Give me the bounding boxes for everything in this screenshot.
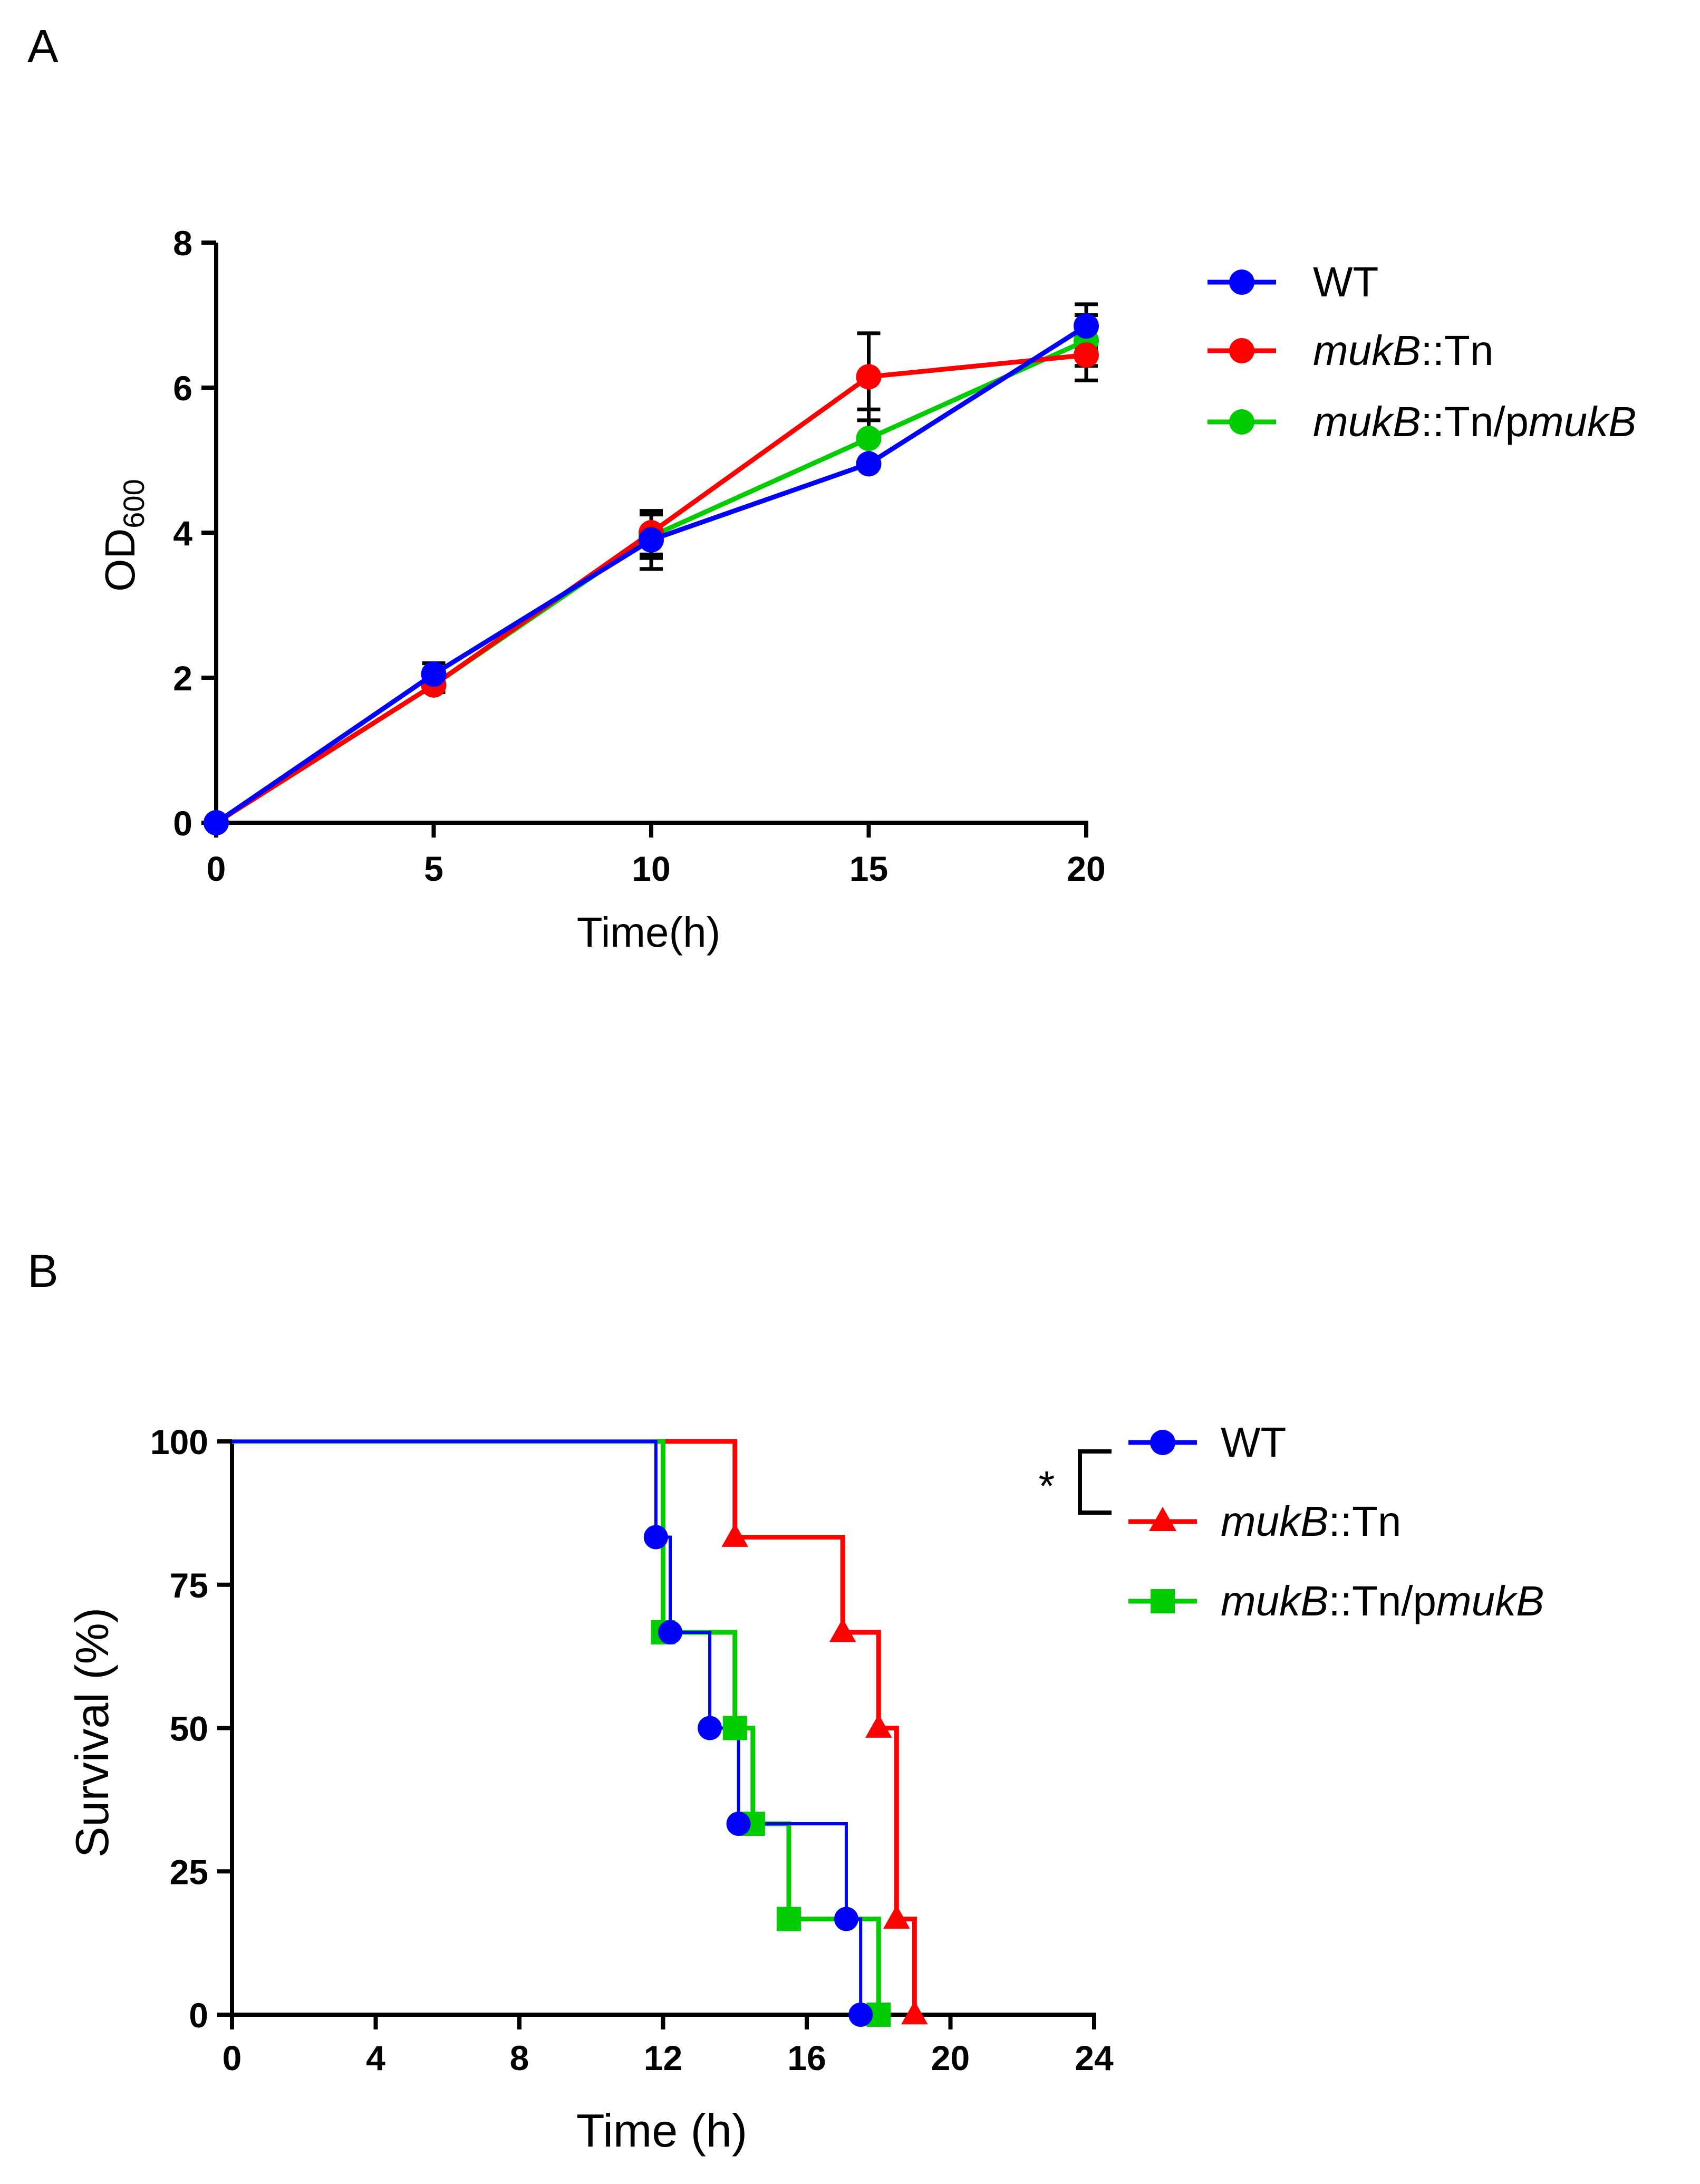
panel-b-x-tick-label: 20 [931, 2038, 970, 2077]
legend-marker-circle [1150, 1430, 1175, 1455]
panel-b-label: B [27, 1245, 59, 1297]
survival-curve-mukb-tn-pmukb [232, 1439, 881, 2015]
survival-curve-wt [232, 1440, 863, 2015]
event-marker-wt [658, 1620, 683, 1644]
panel-b-y-tick-labels: 0 25 50 75 100 [150, 1422, 208, 2035]
event-marker-wt [834, 1907, 858, 1931]
panel-b-legend: WT mukB::Tn mukB::Tn/pmukB * [1038, 1419, 1544, 1624]
panel-a-plot-area [204, 302, 1099, 835]
panel-b-x-tick-label: 24 [1075, 2038, 1114, 2077]
panel-a-y-tick-label: 0 [173, 804, 192, 843]
significance-bracket [1078, 1449, 1112, 1515]
data-point-mukb-tn-pmukb [856, 426, 882, 451]
panel-a-x-tick-labels: 0 5 10 15 20 [207, 849, 1106, 888]
legend-label-mukb-tn: mukB::Tn [1313, 327, 1493, 374]
panel-b-y-tick-label: 100 [150, 1422, 208, 1461]
panel-a-y-tick-label: 2 [173, 659, 192, 698]
panel-b-y-tick-label: 25 [170, 1852, 208, 1891]
panel-a-x-axis-title: Time(h) [577, 909, 721, 956]
panel-a-x-tick-label: 15 [849, 849, 888, 888]
panel-a-y-tick-label: 6 [173, 369, 192, 408]
panel-b-x-tick-label: 0 [223, 2038, 242, 2077]
panel-b-x-axis-title: Time (h) [576, 2104, 747, 2157]
legend-marker-triangle [1149, 1507, 1176, 1531]
legend-label-mukb-tn-pmukb: mukB::Tn/pmukB [1313, 398, 1637, 445]
panel-b-y-tick-label: 0 [189, 1996, 208, 2035]
legend-marker-circle [1229, 270, 1254, 295]
legend-marker-square [1151, 1589, 1175, 1613]
panel-b-y-tick-label: 50 [170, 1709, 208, 1748]
panel-b: B 0 4 8 12 16 20 24 0 25 50 75 100 Time … [27, 1245, 1544, 2157]
panel-a-x-tick-label: 5 [424, 849, 443, 888]
panel-b-x-tick-labels: 0 4 8 12 16 20 24 [223, 2038, 1114, 2077]
panel-a-y-tick-label: 4 [173, 514, 192, 553]
survival-curve-mukb-tn [232, 1439, 917, 2015]
panel-b-y-tick-label: 75 [170, 1566, 208, 1605]
significance-asterisk: * [1038, 1463, 1055, 1509]
data-point-wt [856, 451, 882, 477]
legend-entry-wt: WT [1128, 1419, 1286, 1466]
series-line-mukb-tn-pmukb [215, 338, 1087, 825]
panel-a-x-tick-label: 10 [632, 849, 670, 888]
event-marker-wt [726, 1812, 751, 1836]
panel-a-label: A [27, 20, 59, 72]
panel-a-x-tick-label: 0 [207, 849, 226, 888]
legend-label-wt: WT [1313, 258, 1378, 305]
legend-entry-mukb-tn-pmukb: mukB::Tn/pmukB [1128, 1577, 1544, 1624]
panel-b-y-axis-title: Survival (%) [66, 1608, 118, 1858]
data-point-wt [204, 810, 229, 835]
event-marker-wt [643, 1525, 668, 1550]
panel-a-x-tick-label: 20 [1067, 849, 1105, 888]
data-point-mukb-tn [856, 364, 882, 390]
legend-marker-circle [1229, 338, 1254, 363]
event-marker-wt [848, 2003, 873, 2027]
data-point-wt [421, 661, 447, 687]
panel-b-x-tick-label: 16 [787, 2038, 826, 2077]
legend-label-mukb-tn-pmukb: mukB::Tn/pmukB [1221, 1577, 1544, 1624]
event-marker-mukb-tn-pmukb [722, 1716, 747, 1740]
legend-entry-mukb-tn: mukB::Tn [1208, 327, 1493, 374]
event-marker-mukb-tn [901, 2000, 928, 2025]
event-marker-mukb-tn-pmukb [776, 1907, 801, 1931]
legend-marker-circle [1229, 409, 1254, 435]
legend-entry-mukb-tn: mukB::Tn [1128, 1498, 1401, 1545]
event-marker-mukb-tn [865, 1714, 892, 1738]
panel-a: A 0 5 10 15 20 0 2 4 6 8 Time(h) OD600 W… [27, 20, 1637, 956]
event-marker-mukb-tn [883, 1905, 910, 1929]
panel-a-axes [201, 240, 1088, 838]
legend-entry-mukb-tn-pmukb: mukB::Tn/pmukB [1208, 398, 1637, 445]
panel-a-y-axis-title: OD600 [96, 479, 150, 591]
panel-b-axes [217, 1439, 1096, 2029]
panel-b-plot-area [232, 1439, 928, 2027]
legend-label-wt: WT [1221, 1419, 1286, 1466]
data-point-wt [1074, 313, 1099, 339]
event-marker-wt [698, 1716, 722, 1740]
event-marker-mukb-tn [829, 1618, 856, 1642]
data-point-wt [639, 527, 664, 553]
legend-label-mukb-tn: mukB::Tn [1221, 1498, 1401, 1545]
data-point-mukb-tn [1074, 342, 1099, 368]
legend-entry-wt: WT [1208, 258, 1378, 305]
event-marker-mukb-tn [721, 1523, 749, 1547]
panel-b-x-tick-label: 8 [510, 2038, 529, 2077]
panel-b-x-tick-label: 4 [366, 2038, 385, 2077]
panel-b-x-tick-label: 12 [644, 2038, 682, 2077]
panel-a-legend: WT mukB::Tn mukB::Tn/pmukB [1208, 258, 1637, 445]
series-line-mukb-tn [215, 352, 1087, 825]
panel-a-y-tick-labels: 0 2 4 6 8 [173, 224, 192, 843]
panel-a-y-tick-label: 8 [173, 224, 192, 263]
